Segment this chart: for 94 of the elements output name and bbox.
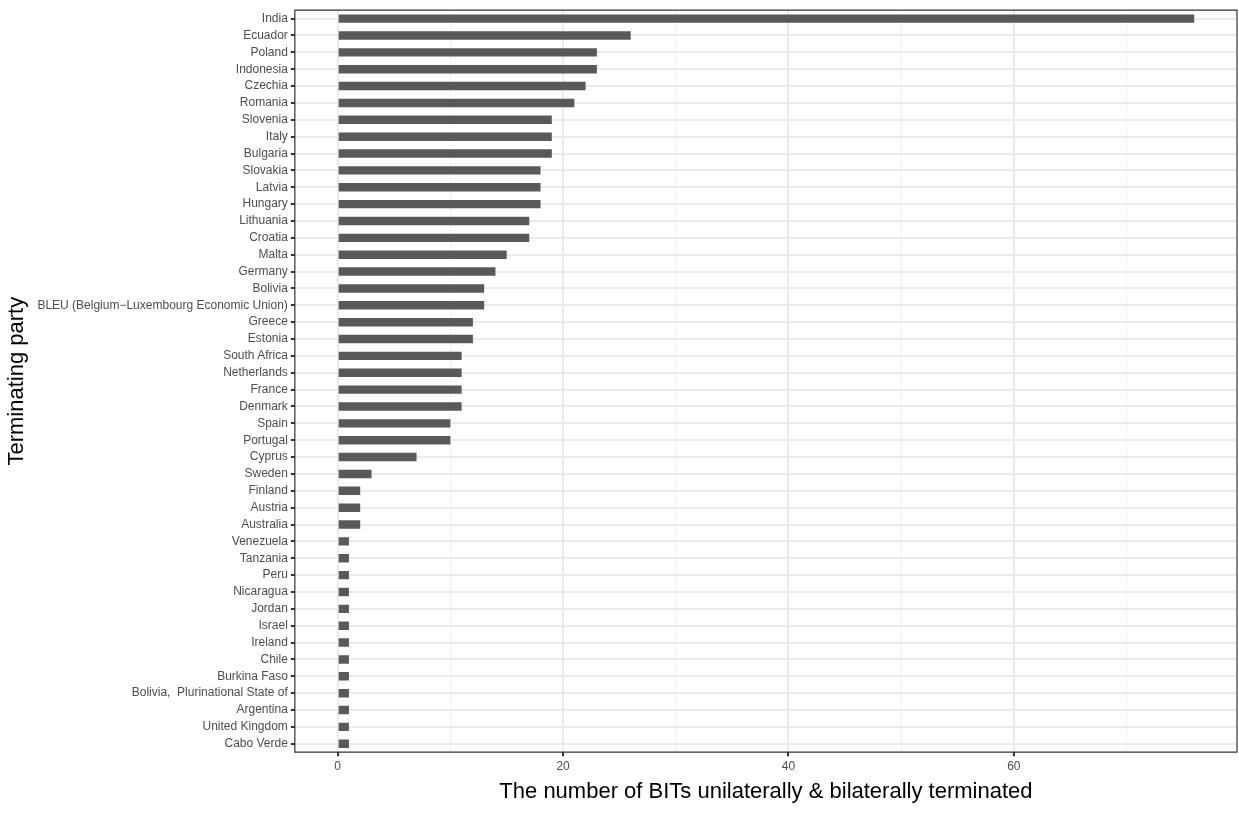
y-tick-label: Hungary (242, 196, 288, 211)
y-tick-label: Australia (241, 516, 289, 531)
y-tick-label: Lithuania (239, 213, 289, 228)
bar (338, 385, 462, 394)
bar (338, 520, 361, 529)
bar (338, 216, 530, 226)
bar (338, 688, 349, 698)
y-tick-label: Ireland (251, 634, 288, 649)
bar (338, 250, 507, 259)
bar (338, 115, 552, 125)
bar (338, 14, 1195, 23)
y-tick-label: Burkina Faso (217, 668, 289, 683)
y-tick-label: Estonia (247, 331, 289, 346)
bar (338, 402, 462, 411)
bar (338, 48, 597, 57)
y-tick-label: Greece (248, 314, 289, 329)
x-tick-label: 0 (334, 758, 342, 773)
y-tick-label: Portugal (243, 432, 288, 447)
bar (338, 570, 349, 580)
bar (338, 705, 349, 715)
y-tick-label: Bolivia, Plurinational State of (131, 685, 289, 700)
y-tick-label: BLEU (Belgium−Luxembourg Economic Union) (37, 297, 288, 312)
y-tick-label: United Kingdom (202, 719, 288, 734)
y-tick-label: Czechia (244, 78, 289, 93)
y-tick-label: Venezuela (231, 533, 289, 548)
y-tick-label: Romania (239, 95, 289, 110)
x-tick-label: 20 (556, 758, 571, 773)
y-tick-label: Austria (250, 499, 289, 514)
bar (338, 183, 541, 192)
bar (338, 65, 597, 74)
y-tick-label: Ecuador (243, 27, 288, 42)
y-tick-label: Nicaragua (233, 584, 289, 599)
y-tick-label: Poland (250, 44, 288, 59)
y-tick-label: Spain (257, 415, 288, 430)
y-tick-label: Israel (258, 618, 288, 633)
bar (338, 452, 417, 462)
bar (338, 31, 631, 40)
bar (338, 166, 541, 175)
y-tick-label: Peru (262, 567, 288, 582)
bar (338, 98, 575, 108)
bar (338, 672, 349, 681)
y-tick-label: Croatia (249, 230, 289, 245)
bar (338, 621, 349, 630)
bar (338, 486, 361, 496)
bar (338, 587, 349, 597)
y-tick-label: Finland (248, 483, 288, 498)
y-tick-label: Malta (258, 247, 289, 262)
bar (338, 199, 541, 209)
y-tick-label: Slovakia (242, 162, 289, 177)
bar (338, 554, 349, 563)
y-tick-label: Sweden (244, 466, 288, 481)
x-tick-label: 40 (781, 758, 796, 773)
y-tick-label: Tanzania (239, 550, 289, 565)
bar (338, 267, 496, 276)
bar (338, 149, 552, 158)
bar (338, 317, 473, 327)
y-tick-label: Latvia (255, 179, 289, 194)
bar (338, 503, 361, 512)
bar (338, 368, 462, 377)
y-axis-title: Terminating party (3, 296, 29, 466)
y-tick-label: Cabo Verde (224, 736, 289, 751)
y-tick-label: Italy (265, 128, 288, 143)
y-tick-label: Germany (238, 263, 288, 278)
bar (338, 132, 552, 141)
bar (338, 537, 349, 546)
y-tick-label: South Africa (223, 348, 289, 363)
bar (338, 419, 451, 428)
y-tick-label: India (261, 10, 289, 25)
bar (338, 351, 462, 361)
bar (338, 81, 586, 91)
y-tick-label: Denmark (239, 398, 289, 413)
y-tick-label: Bulgaria (243, 145, 289, 160)
bar (338, 655, 349, 664)
bar (338, 334, 473, 344)
bar (338, 436, 451, 445)
bar (338, 469, 372, 479)
y-tick-label: Netherlands (223, 365, 288, 380)
bar (338, 739, 349, 748)
bar (338, 638, 349, 647)
x-tick-label: 60 (1007, 758, 1021, 773)
bar (338, 301, 485, 310)
y-tick-label: Jordan (251, 601, 288, 616)
x-axis-title: The number of BITs unilaterally & bilaterally terminated (499, 777, 1033, 803)
bar (338, 604, 349, 614)
y-tick-label: Argentina (236, 702, 289, 717)
y-tick-label: Bolivia (252, 280, 289, 295)
y-tick-label: Slovenia (241, 112, 289, 127)
y-tick-label: Chile (260, 651, 289, 666)
bar (338, 233, 530, 243)
y-tick-label: Indonesia (235, 61, 289, 76)
y-tick-label: France (250, 381, 289, 396)
y-tick-label: Cyprus (249, 449, 288, 464)
bar (338, 722, 349, 732)
bar (338, 284, 485, 293)
